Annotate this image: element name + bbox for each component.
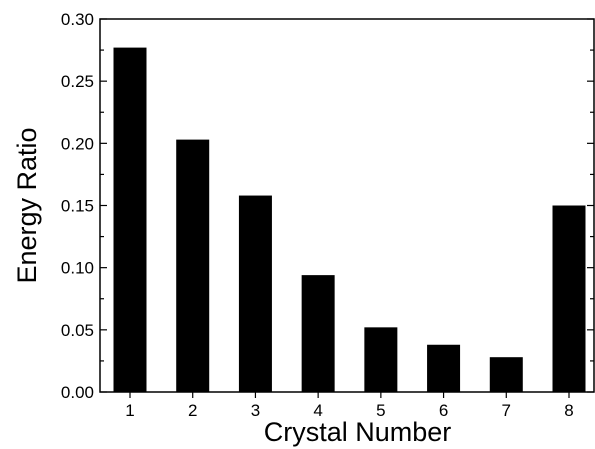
x-tick-label: 8 <box>564 401 573 420</box>
y-tick-label: 0.10 <box>61 259 94 278</box>
x-axis-title: Crystal Number <box>264 417 452 447</box>
plot-frame <box>99 18 595 393</box>
labels-layer: 1 2 3 4 5 6 7 8 0.00 0.05 0.10 0.15 0.20 0.25 0.30 <box>61 10 574 420</box>
y-tick-label: 0.05 <box>61 321 94 340</box>
x-tick-label: 4 <box>313 401 322 420</box>
ticks-layer <box>100 18 594 398</box>
x-tick-label: 7 <box>502 401 511 420</box>
bar-8 <box>552 205 586 392</box>
x-tick-label: 5 <box>376 401 385 420</box>
bar-2 <box>176 139 210 392</box>
x-tick-label: 3 <box>251 401 260 420</box>
y-tick-label: 0.15 <box>61 197 94 216</box>
y-tick-label: 0.20 <box>61 134 94 153</box>
bar-3 <box>238 195 272 392</box>
bar-4 <box>301 275 335 392</box>
bars-layer <box>113 47 586 392</box>
y-tick-label: 0.25 <box>61 72 94 91</box>
y-axis-title: Energy Ratio <box>12 127 42 283</box>
bar-5 <box>364 327 398 392</box>
y-tick-label: 0.00 <box>61 383 94 402</box>
bar-7 <box>489 357 523 392</box>
y-tick-label: 0.30 <box>61 10 94 29</box>
bar-6 <box>427 344 461 392</box>
bar-1 <box>113 47 147 392</box>
x-tick-label: 2 <box>188 401 197 420</box>
x-tick-label: 1 <box>125 401 134 420</box>
x-tick-label: 6 <box>439 401 448 420</box>
